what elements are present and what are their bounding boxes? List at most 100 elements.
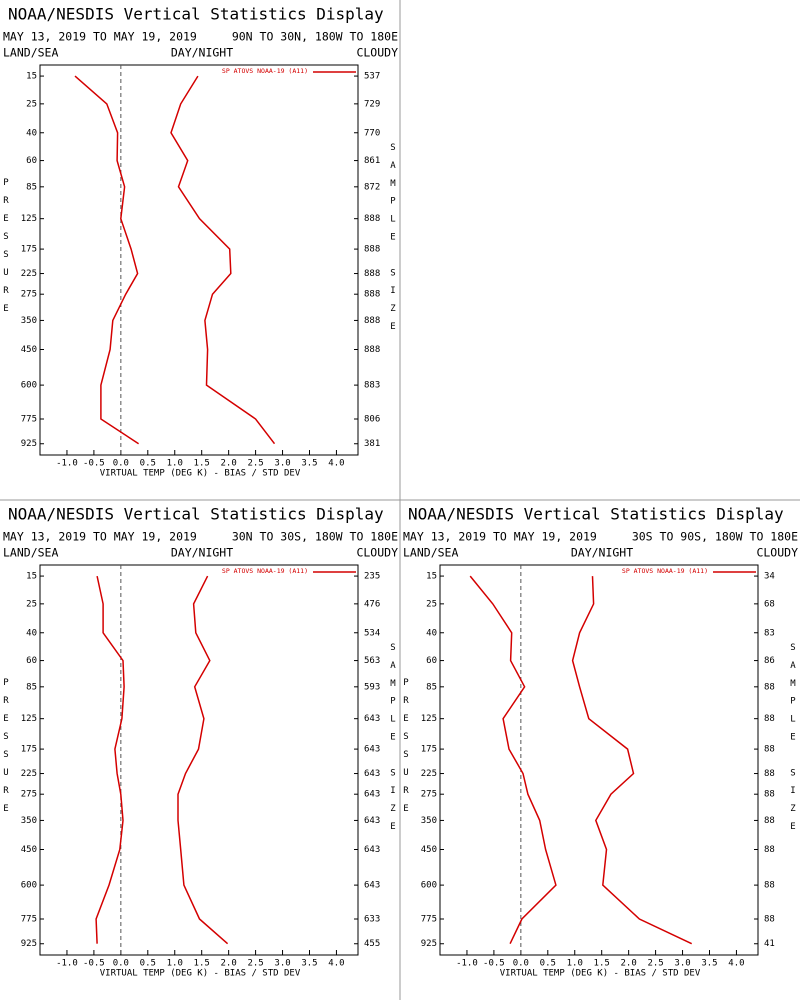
header-label: CLOUDY (356, 546, 398, 560)
x-tick-label: -1.0 (56, 959, 78, 969)
sample-size: 534 (364, 628, 380, 638)
x-tick-label: 0.5 (540, 959, 556, 969)
x-tick-label: 0.0 (113, 959, 129, 969)
plot-frame (439, 564, 759, 956)
y-tick-label: 40 (26, 628, 37, 638)
sample-size: 888 (364, 316, 380, 326)
y-tick-label: 25 (26, 99, 37, 109)
profile-line (571, 576, 693, 945)
legend-label: SP ATOVS NOAA-19 (A11) (622, 567, 708, 575)
y-tick-label: 450 (421, 845, 437, 855)
sample-size: 88 (764, 714, 775, 724)
y-tick-label: 225 (421, 769, 437, 779)
y-tick-label: 775 (21, 915, 37, 925)
sample-size: 88 (764, 881, 775, 891)
y-tick-label: 125 (421, 714, 437, 724)
header-label: LAND/SEA (3, 546, 58, 560)
sample-size: 41 (764, 939, 775, 949)
x-tick-label: 2.5 (247, 459, 263, 469)
x-tick-label: 3.5 (301, 959, 317, 969)
y-tick-label: 85 (426, 682, 437, 692)
x-axis-label: VIRTUAL TEMP (DEG K) - BIAS / STD DEV (100, 469, 301, 479)
y-tick-label: 775 (421, 915, 437, 925)
plot-frame (39, 64, 359, 456)
plot-frame (39, 564, 359, 956)
legend-label: SP ATOVS NOAA-19 (A11) (222, 567, 308, 575)
y-tick-label: 85 (26, 182, 37, 192)
y-tick-label: 275 (421, 790, 437, 800)
sample-size: 643 (364, 845, 380, 855)
profile-line (74, 75, 140, 445)
sample-size: 888 (364, 345, 380, 355)
y-tick-label: 925 (21, 439, 37, 449)
y-tick-label: 40 (426, 628, 437, 638)
x-tick-label: -1.0 (56, 459, 78, 469)
sample-size: 643 (364, 745, 380, 755)
y-tick-label: 15 (426, 572, 437, 582)
sample-size: 235 (364, 572, 380, 582)
x-tick-label: 2.0 (221, 959, 237, 969)
sample-size: 806 (364, 415, 380, 425)
y-tick-label: 15 (26, 72, 37, 82)
sample-size: 643 (364, 816, 380, 826)
x-tick-label: 3.5 (701, 959, 717, 969)
x-tick-label: 4.0 (728, 959, 744, 969)
x-tick-label: 4.0 (328, 959, 344, 969)
x-tick-label: -1.0 (456, 959, 478, 969)
sample-size: 888 (364, 214, 380, 224)
y-tick-label: 60 (26, 656, 37, 666)
y-tick-label: 925 (421, 939, 437, 949)
profile-line (170, 75, 276, 445)
y-tick-label: 125 (21, 214, 37, 224)
sample-size: 83 (764, 628, 775, 638)
sample-size: 88 (764, 816, 775, 826)
y-tick-label: 25 (426, 599, 437, 609)
x-tick-label: 1.0 (167, 459, 183, 469)
y-tick-label: 275 (21, 290, 37, 300)
region: 90N TO 30N, 180W TO 180E (232, 30, 398, 44)
legend-label: SP ATOVS NOAA-19 (A11) (222, 67, 308, 75)
date-range: MAY 13, 2019 TO MAY 19, 2019 (403, 530, 597, 544)
y-tick-label: 600 (421, 881, 437, 891)
chart-title: NOAA/NESDIS Vertical Statistics Display (8, 5, 384, 24)
y-tick-label: 175 (21, 245, 37, 255)
sample-size: 563 (364, 656, 380, 666)
x-tick-label: 2.0 (621, 959, 637, 969)
region: 30N TO 30S, 180W TO 180E (232, 530, 398, 544)
y-tick-label: 60 (26, 156, 37, 166)
sample-size: 888 (364, 290, 380, 300)
sample-size: 643 (364, 790, 380, 800)
sample-size: 861 (364, 156, 380, 166)
sample-size: 88 (764, 790, 775, 800)
x-tick-label: -0.5 (83, 959, 105, 969)
profile-line (95, 575, 125, 944)
y-tick-label: 225 (21, 269, 37, 279)
sample-size: 770 (364, 128, 380, 138)
chart-panel: NOAA/NESDIS Vertical Statistics Display M… (403, 505, 798, 979)
sample-size: 888 (364, 269, 380, 279)
x-axis-label: VIRTUAL TEMP (DEG K) - BIAS / STD DEV (500, 969, 701, 979)
sample-size: 883 (364, 381, 380, 391)
y-tick-label: 350 (21, 816, 37, 826)
sample-size: 729 (364, 99, 380, 109)
x-tick-label: 2.0 (221, 459, 237, 469)
header-label: DAY/NIGHT (171, 46, 233, 60)
y-tick-label: 600 (21, 381, 37, 391)
sample-size: 643 (364, 881, 380, 891)
x-tick-label: 3.0 (674, 959, 690, 969)
x-tick-label: 3.5 (301, 459, 317, 469)
sample-size: 455 (364, 939, 380, 949)
y-tick-label: 85 (26, 682, 37, 692)
sample-size: 88 (764, 745, 775, 755)
x-tick-label: -0.5 (483, 959, 505, 969)
sample-size: 88 (764, 845, 775, 855)
sample-size: 643 (364, 714, 380, 724)
x-tick-label: 1.5 (194, 959, 210, 969)
